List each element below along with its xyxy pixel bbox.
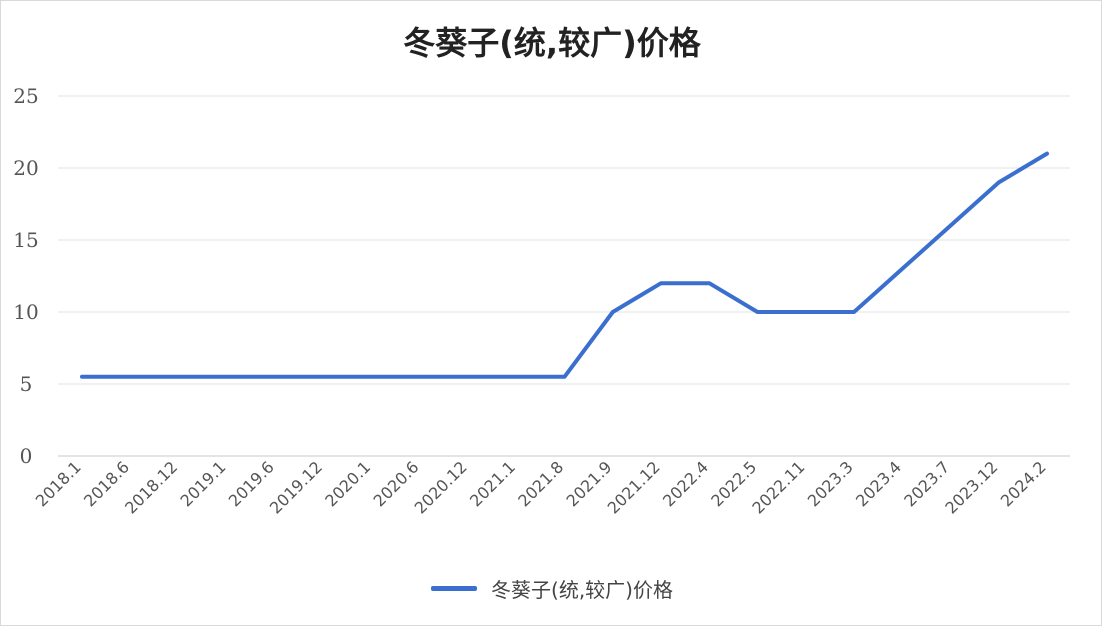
x-tick-label: 2020.1 (321, 457, 374, 510)
y-tick-label: 10 (13, 300, 38, 324)
series-lines (80, 151, 1049, 379)
legend-label: 冬葵子(统,较广)价格 (491, 578, 673, 602)
x-tick-label: 2022.11 (748, 457, 808, 517)
x-tick-label: 2021.1 (466, 457, 519, 510)
x-tick-label: 2018.12 (121, 457, 181, 517)
y-tick-label: 20 (13, 156, 38, 180)
gridlines (58, 95, 1070, 457)
x-tick-label: 2023.4 (852, 457, 905, 510)
series-line-0 (80, 151, 1049, 379)
legend: 冬葵子(统,较广)价格 (0, 574, 1104, 603)
x-tick-label: 2023.3 (804, 457, 857, 510)
x-tick-label: 2023.12 (941, 457, 1001, 517)
x-axis-ticks: 2018.12018.62018.122019.12019.62019.1220… (32, 457, 1050, 517)
y-tick-label: 15 (13, 228, 38, 252)
x-tick-label: 2022.4 (659, 457, 712, 510)
y-tick-label: 5 (20, 372, 33, 396)
y-tick-label: 0 (20, 444, 33, 468)
x-tick-label: 2020.12 (411, 457, 471, 517)
x-tick-label: 2024.2 (997, 457, 1050, 510)
y-tick-label: 25 (13, 84, 38, 108)
chart-title: 冬葵子(统,较广)价格 (403, 24, 701, 62)
x-tick-label: 2019.1 (177, 457, 230, 510)
x-tick-label: 2021.8 (514, 457, 567, 510)
y-axis-ticks: 0 5 10 15 20 25 (13, 84, 38, 468)
legend-swatch (431, 586, 478, 591)
x-tick-label: 2018.1 (32, 457, 85, 510)
x-tick-label: 2019.12 (266, 457, 326, 517)
x-tick-label: 2021.12 (604, 457, 664, 517)
